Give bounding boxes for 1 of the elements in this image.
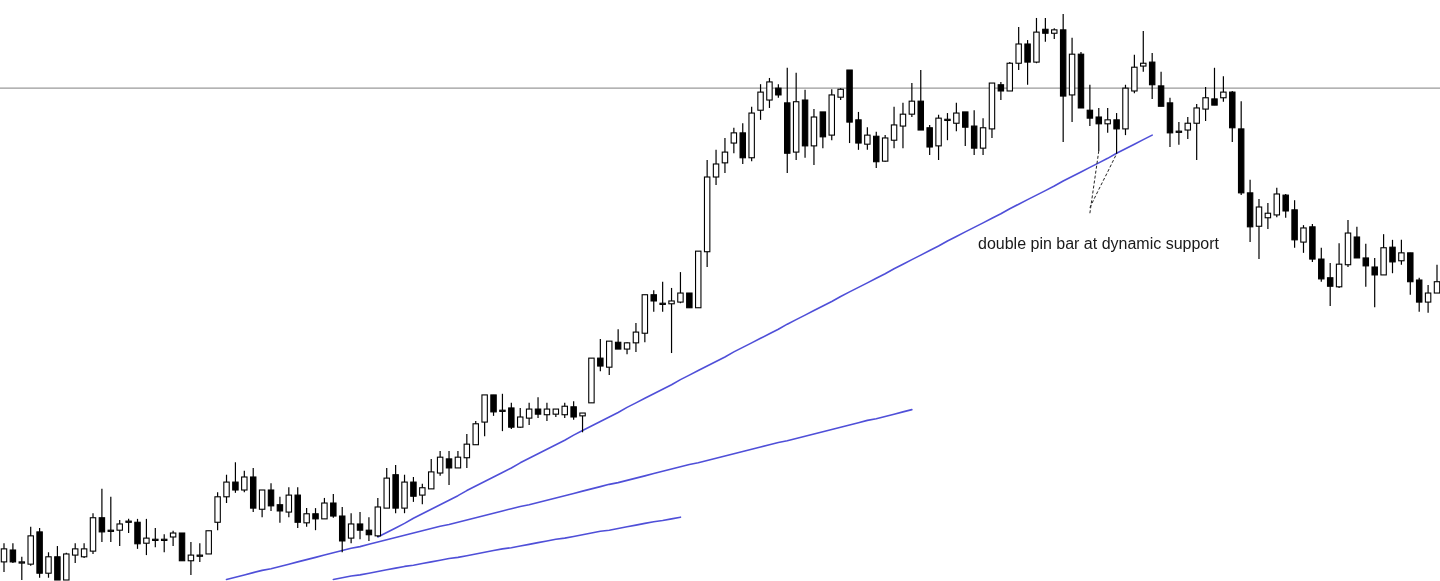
annotation: double pin bar at dynamic support bbox=[978, 235, 1220, 252]
